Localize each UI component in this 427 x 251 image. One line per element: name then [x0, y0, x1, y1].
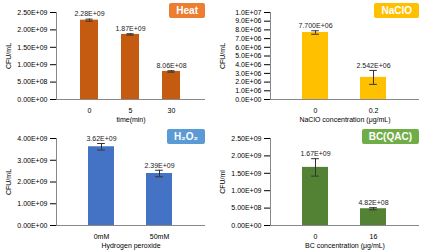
svg-text:9.0E+06: 9.0E+06 [235, 17, 261, 24]
svg-text:2.00E+09: 2.00E+09 [17, 26, 47, 33]
svg-text:2.542E+06: 2.542E+06 [356, 62, 390, 69]
svg-text:2.39E+09: 2.39E+09 [144, 161, 174, 168]
svg-text:CFU/mL: CFU/mL [219, 43, 226, 69]
svg-text:16: 16 [370, 233, 378, 240]
svg-text:3.00E+09: 3.00E+09 [17, 156, 47, 163]
svg-text:1.50E+09: 1.50E+09 [17, 44, 47, 51]
svg-text:1.50E+09: 1.50E+09 [231, 170, 261, 177]
svg-text:CFU/mL: CFU/mL [5, 43, 12, 69]
svg-text:4.0E+06: 4.0E+06 [235, 61, 261, 68]
html-text:BC(QAC): BC(QAC) [368, 131, 412, 142]
svg-text:BC concentration (μg/mL): BC concentration (μg/mL) [305, 242, 385, 250]
svg-text:8.06E+08: 8.06E+08 [156, 62, 186, 69]
svg-text:5.00E+08: 5.00E+08 [17, 78, 47, 85]
svg-text:1.0E+07: 1.0E+07 [235, 9, 261, 16]
svg-text:5: 5 [129, 107, 133, 114]
svg-text:0.2: 0.2 [369, 107, 379, 114]
svg-text:CFU/mL: CFU/mL [5, 169, 12, 195]
svg-text:2.50E+09: 2.50E+09 [231, 135, 261, 142]
svg-text:CFU/ml: CFU/ml [219, 170, 226, 194]
svg-text:0.00E+00: 0.00E+00 [17, 222, 47, 229]
svg-text:1.87E+09: 1.87E+09 [115, 25, 145, 32]
svg-text:3.62E+09: 3.62E+09 [86, 135, 116, 142]
svg-text:NaClO concentration (μg/mL): NaClO concentration (μg/mL) [299, 116, 390, 124]
svg-text:1.00E+09: 1.00E+09 [17, 200, 47, 207]
svg-text:1.0E+06: 1.0E+06 [235, 87, 261, 94]
svg-text:2.00E+09: 2.00E+09 [17, 178, 47, 185]
svg-text:2.28E+09: 2.28E+09 [74, 10, 104, 17]
svg-text:0.00E+00: 0.00E+00 [17, 96, 47, 103]
svg-text:0mM: 0mM [94, 233, 110, 240]
svg-text:30: 30 [168, 107, 176, 114]
svg-text:0.00E+00: 0.00E+00 [231, 222, 261, 229]
svg-text:8.0E+06: 8.0E+06 [235, 26, 261, 33]
html-text:H₂O₂: H₂O₂ [174, 131, 198, 142]
svg-text:5.00E+08: 5.00E+08 [231, 204, 261, 211]
svg-text:4.82E+08: 4.82E+08 [358, 199, 388, 206]
svg-text:50mM: 50mM [150, 233, 170, 240]
svg-text:0: 0 [314, 233, 318, 240]
svg-text:0: 0 [88, 107, 92, 114]
svg-text:time(min): time(min) [116, 116, 145, 124]
svg-text:1.67E+09: 1.67E+09 [300, 150, 330, 157]
svg-text:2.50E+09: 2.50E+09 [17, 9, 47, 16]
svg-text:4.00E+09: 4.00E+09 [17, 135, 47, 142]
svg-text:7.700E+06: 7.700E+06 [298, 22, 332, 29]
html-text:NaClO: NaClO [381, 5, 412, 16]
svg-text:1.00E+09: 1.00E+09 [17, 61, 47, 68]
svg-text:7.0E+06: 7.0E+06 [235, 35, 261, 42]
svg-text:Hydrogen peroxide: Hydrogen peroxide [101, 242, 160, 250]
svg-text:3.0E+06: 3.0E+06 [235, 70, 261, 77]
svg-text:5.0E+06: 5.0E+06 [235, 52, 261, 59]
svg-text:2.0E+06: 2.0E+06 [235, 78, 261, 85]
svg-text:6.0E+06: 6.0E+06 [235, 44, 261, 51]
svg-text:0.0E+00: 0.0E+00 [235, 96, 261, 103]
svg-text:2.00E+09: 2.00E+09 [231, 152, 261, 159]
html-text:Heat: Heat [176, 5, 198, 16]
svg-text:0: 0 [314, 107, 318, 114]
svg-text:1.00E+09: 1.00E+09 [231, 187, 261, 194]
